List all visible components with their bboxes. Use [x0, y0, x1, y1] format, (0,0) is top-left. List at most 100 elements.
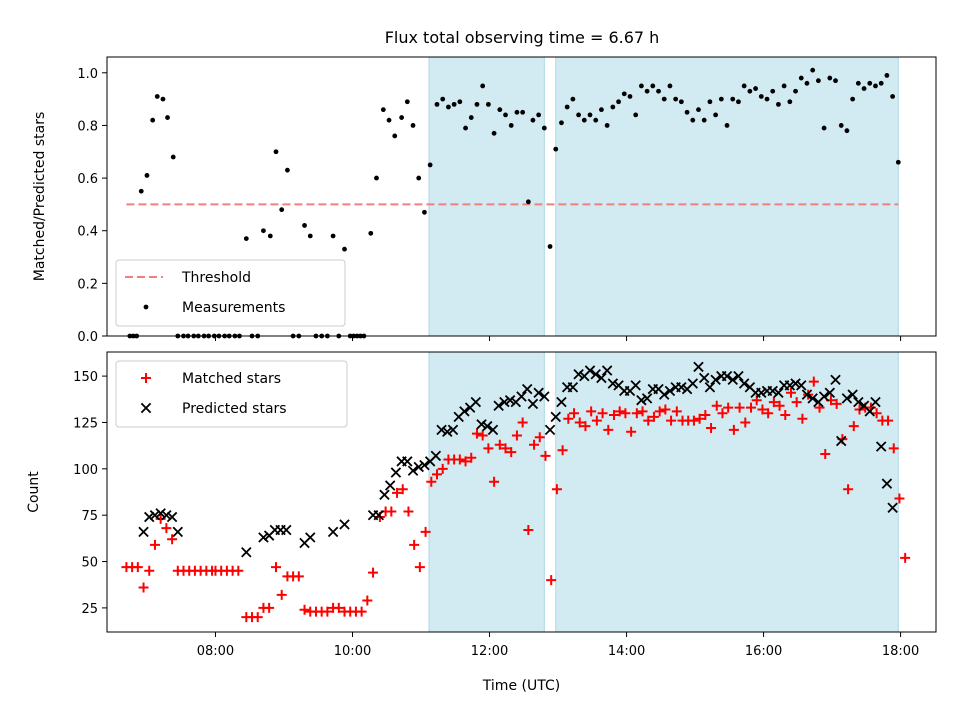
- data-point: [871, 408, 882, 419]
- data-point: [437, 463, 448, 474]
- legend-label: Measurements: [182, 300, 285, 316]
- data-point: [590, 369, 601, 380]
- data-point: [154, 94, 160, 99]
- x-axis-label: Time (UTC): [482, 678, 560, 694]
- data-point: [407, 465, 419, 476]
- data-point: [279, 207, 285, 213]
- data-point: [305, 532, 316, 543]
- data-point: [740, 417, 751, 428]
- data-point: [517, 417, 528, 428]
- data-point: [581, 117, 587, 123]
- data-point: [648, 411, 659, 422]
- observing-window: [428, 351, 545, 633]
- data-point: [573, 369, 584, 380]
- legend-item: Threshold: [125, 270, 251, 286]
- data-point: [380, 107, 386, 113]
- data-point: [791, 397, 802, 408]
- data-point: [820, 448, 831, 459]
- x-tick-label: 12:00: [471, 644, 508, 659]
- data-point: [801, 389, 813, 400]
- y-tick-label: 50: [81, 556, 98, 571]
- data-point: [471, 428, 482, 439]
- data-point: [797, 413, 808, 424]
- data-point: [690, 117, 696, 123]
- data-point: [404, 99, 410, 105]
- data-point: [678, 99, 684, 105]
- data-point: [434, 101, 440, 107]
- y-tick-label: 125: [73, 416, 98, 431]
- data-point: [881, 478, 893, 489]
- data-point: [477, 430, 488, 441]
- data-point: [781, 83, 787, 89]
- data-point: [780, 410, 791, 421]
- data-point: [483, 443, 494, 454]
- data-point: [808, 376, 819, 387]
- series-matched-stars: [121, 376, 911, 623]
- data-point: [580, 421, 591, 432]
- data-point: [787, 99, 793, 105]
- data-point: [446, 104, 451, 110]
- data-point: [763, 408, 774, 419]
- data-point: [847, 389, 858, 400]
- data-point: [430, 450, 442, 462]
- data-point: [270, 562, 281, 573]
- data-point: [654, 406, 665, 417]
- data-point: [457, 99, 463, 105]
- y-tick-label: 75: [81, 509, 98, 524]
- legend-box: [115, 360, 348, 428]
- data-point: [688, 415, 699, 426]
- legend-item: Matched stars: [141, 371, 281, 387]
- data-point: [810, 67, 816, 73]
- data-point: [698, 372, 710, 384]
- data-point: [397, 484, 408, 495]
- observing-window: [428, 56, 545, 337]
- data-point: [888, 443, 899, 454]
- data-point: [243, 236, 249, 242]
- y-tick-label: 25: [81, 602, 98, 617]
- data-point: [570, 96, 576, 102]
- data-point: [468, 115, 474, 120]
- data-point: [656, 88, 661, 94]
- data-point: [861, 86, 867, 91]
- data-point: [644, 88, 650, 94]
- data-point: [480, 83, 486, 89]
- data-point: [684, 109, 690, 115]
- data-point: [491, 130, 497, 136]
- data-point: [440, 96, 446, 102]
- ratio-legend: Threshold Measurements: [115, 259, 346, 327]
- data-point: [166, 511, 178, 523]
- data-point: [773, 387, 784, 399]
- data-point: [386, 117, 392, 123]
- data-point: [599, 107, 604, 113]
- y-tick-label: 1.0: [77, 67, 98, 82]
- data-point: [873, 83, 878, 89]
- data-point: [547, 244, 553, 249]
- legend-item: Predicted stars: [140, 401, 287, 417]
- data-point: [569, 408, 580, 419]
- data-point: [564, 104, 570, 110]
- data-point: [758, 94, 764, 99]
- data-point: [399, 115, 405, 120]
- data-point: [790, 378, 801, 389]
- data-point: [736, 99, 741, 105]
- data-point: [503, 112, 508, 118]
- data-point: [636, 394, 647, 406]
- data-point: [392, 133, 398, 139]
- data-point: [637, 406, 648, 417]
- data-point: [167, 534, 178, 545]
- data-point: [482, 420, 493, 432]
- data-point: [485, 101, 491, 107]
- data-point: [850, 96, 856, 102]
- observing-window: [555, 351, 899, 633]
- data-point: [436, 424, 447, 436]
- data-point: [536, 112, 542, 118]
- x-tick-label: 08:00: [197, 644, 234, 659]
- data-point: [717, 408, 728, 419]
- data-point: [155, 508, 166, 519]
- data-point: [494, 439, 505, 450]
- data-point: [299, 604, 310, 615]
- data-point: [499, 396, 510, 408]
- x-tick-label: 18:00: [882, 644, 919, 659]
- data-point: [676, 381, 687, 393]
- series-predicted-stars: [138, 361, 898, 558]
